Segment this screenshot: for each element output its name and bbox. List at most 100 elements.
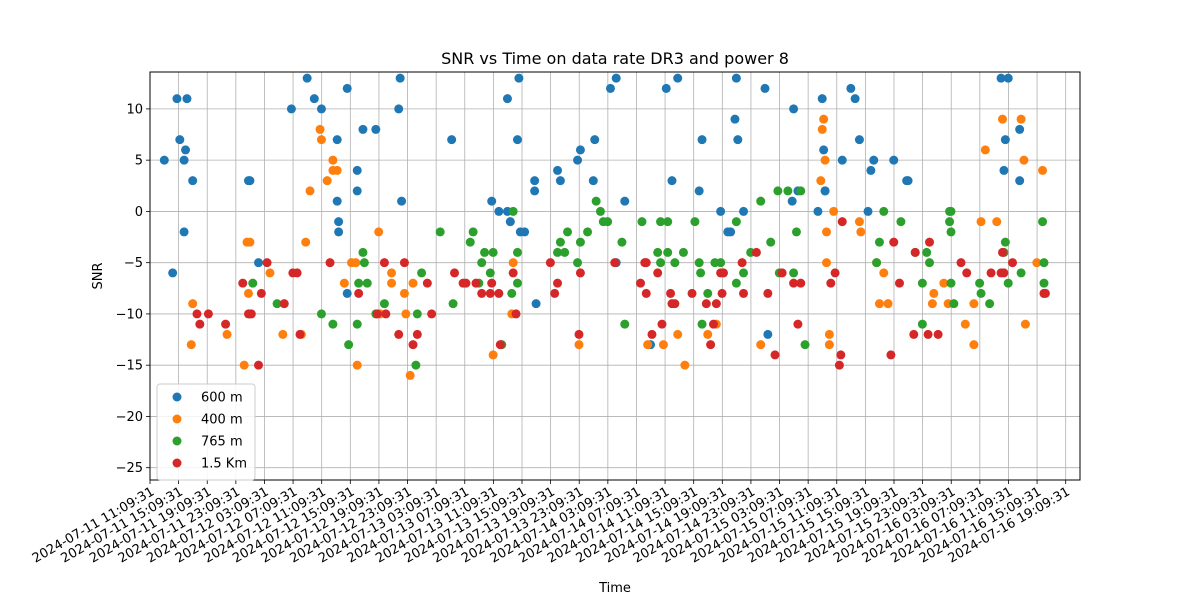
- point-765-m: [670, 258, 680, 268]
- point-1-5-km: [292, 268, 302, 278]
- point-400-m: [488, 350, 498, 360]
- point-765-m: [925, 258, 935, 268]
- point-765-m: [248, 278, 258, 288]
- point-600-m: [733, 135, 743, 145]
- legend-marker-765-m: [172, 436, 182, 446]
- point-765-m: [922, 247, 932, 257]
- point-765-m: [976, 288, 986, 298]
- y-tick-label: 5: [135, 154, 143, 169]
- point-600-m: [286, 104, 296, 114]
- point-765-m: [354, 278, 364, 288]
- point-765-m: [603, 217, 613, 227]
- point-600-m: [726, 227, 736, 237]
- point-1-5-km: [763, 288, 773, 298]
- point-765-m: [352, 319, 362, 329]
- point-765-m: [773, 186, 783, 196]
- point-1-5-km: [238, 278, 248, 288]
- point-600-m: [494, 206, 504, 216]
- point-1-5-km: [495, 340, 505, 350]
- point-400-m: [1019, 155, 1029, 165]
- point-600-m: [763, 329, 773, 339]
- point-765-m: [946, 206, 956, 216]
- point-765-m: [731, 217, 741, 227]
- point-1-5-km: [711, 299, 721, 309]
- point-600-m: [854, 135, 864, 145]
- point-600-m: [869, 155, 879, 165]
- point-765-m: [417, 268, 427, 278]
- point-765-m: [465, 237, 475, 247]
- legend-label-765-m: 765 m: [201, 435, 243, 450]
- legend-marker-400-m: [172, 414, 182, 424]
- point-765-m: [946, 278, 956, 288]
- point-765-m: [694, 258, 704, 268]
- point-765-m: [789, 268, 799, 278]
- point-600-m: [817, 94, 827, 104]
- point-1-5-km: [254, 360, 263, 370]
- point-600-m: [999, 165, 1009, 175]
- point-765-m: [783, 186, 793, 196]
- point-1-5-km: [256, 288, 266, 298]
- y-tick-label: 0: [135, 205, 143, 220]
- point-400-m: [352, 360, 362, 370]
- point-400-m: [1032, 258, 1042, 268]
- point-600-m: [673, 73, 683, 83]
- point-1-5-km: [701, 299, 711, 309]
- point-1-5-km: [379, 258, 389, 268]
- point-600-m: [605, 83, 615, 93]
- point-600-m: [1003, 73, 1013, 83]
- point-1-5-km: [923, 329, 933, 339]
- point-765-m: [573, 258, 583, 268]
- point-1-5-km: [894, 278, 904, 288]
- point-1-5-km: [670, 299, 680, 309]
- point-1-5-km: [837, 217, 847, 227]
- point-400-m: [992, 217, 1002, 227]
- point-1-5-km: [295, 329, 305, 339]
- point-400-m: [188, 299, 198, 309]
- point-765-m: [411, 360, 421, 370]
- point-765-m: [1016, 268, 1026, 278]
- point-1-5-km: [471, 278, 481, 288]
- point-765-m: [637, 217, 647, 227]
- point-400-m: [817, 124, 827, 134]
- point-600-m: [502, 94, 512, 104]
- point-1-5-km: [636, 278, 646, 288]
- point-1-5-km: [986, 268, 996, 278]
- point-1-5-km: [575, 268, 585, 278]
- point-600-m: [394, 104, 404, 114]
- point-765-m: [507, 288, 517, 298]
- point-765-m: [917, 319, 927, 329]
- point-1-5-km: [770, 350, 780, 360]
- point-1-5-km: [354, 288, 364, 298]
- point-1-5-km: [279, 299, 289, 309]
- point-765-m: [488, 247, 498, 257]
- point-600-m: [1015, 176, 1025, 186]
- point-600-m: [512, 135, 522, 145]
- point-1-5-km: [610, 258, 620, 268]
- y-tick-label: −10: [116, 307, 143, 322]
- point-600-m: [739, 206, 749, 216]
- point-765-m: [663, 247, 673, 257]
- point-400-m: [883, 299, 893, 309]
- point-400-m: [703, 329, 713, 339]
- point-765-m: [716, 258, 726, 268]
- point-600-m: [590, 135, 600, 145]
- point-765-m: [508, 206, 518, 216]
- point-400-m: [680, 360, 690, 370]
- point-600-m: [575, 145, 585, 155]
- point-765-m: [678, 247, 688, 257]
- point-765-m: [656, 258, 666, 268]
- point-1-5-km: [889, 237, 899, 247]
- point-400-m: [929, 288, 939, 298]
- point-1-5-km: [706, 340, 716, 350]
- point-600-m: [332, 135, 342, 145]
- point-400-m: [405, 370, 415, 380]
- point-600-m: [352, 186, 362, 196]
- point-600-m: [846, 83, 856, 93]
- point-600-m: [505, 217, 515, 227]
- legend-box: [156, 383, 256, 481]
- point-1-5-km: [1008, 258, 1018, 268]
- point-600-m: [371, 124, 381, 134]
- point-1-5-km: [203, 309, 213, 319]
- point-400-m: [316, 135, 326, 145]
